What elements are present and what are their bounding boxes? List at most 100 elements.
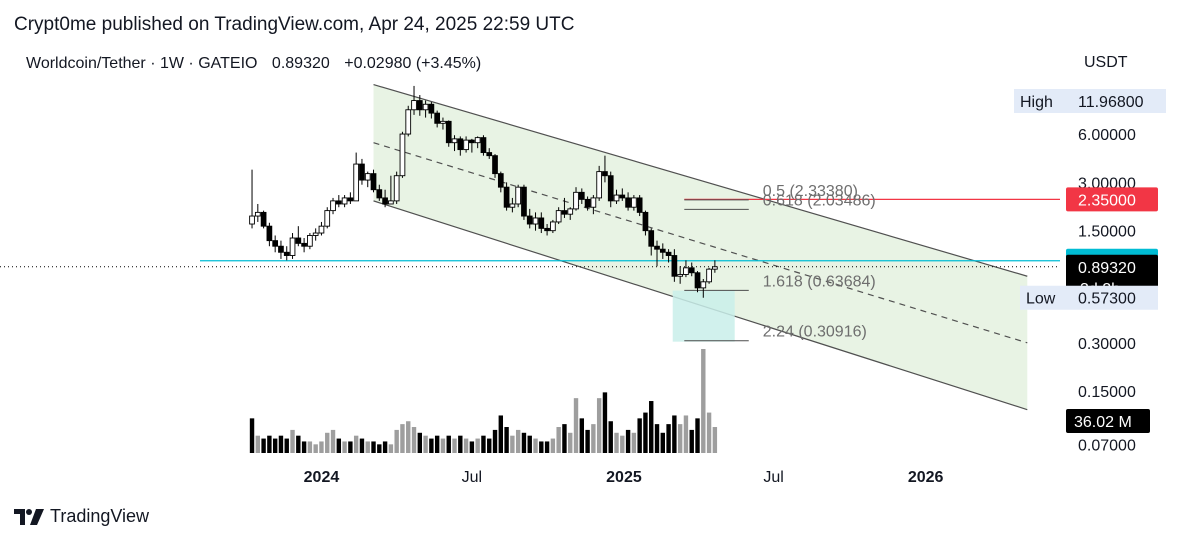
low-value: 0.57300 [1078,291,1136,308]
volume-bar-78 [701,349,706,453]
candle-body-50 [538,217,545,229]
volume-bar-1 [255,435,261,453]
volume-bar-65 [625,429,631,453]
candle-body-65 [625,197,631,208]
x-axis: 2024 Jul 2025 Jul 2026 [304,469,944,486]
volume-bar-27 [406,421,411,453]
volume-bar-23 [382,441,388,453]
volume-bar-49 [533,438,538,453]
volume-bar-55 [568,432,573,453]
volume-bar-61 [602,392,608,453]
channel-fill [373,84,1028,410]
symbol-name[interactable]: Worldcoin/Tether · 1W · GATEIO [26,55,258,72]
candle-body-72 [665,251,672,256]
volume-bar-35 [452,438,457,453]
fib-label-1: 0.618 (2.03486) [763,192,876,209]
volume-bar-57 [579,418,585,453]
candle-body-12 [318,225,325,234]
candle-body-44 [503,186,510,208]
brand-name: TradingView [50,506,150,526]
fib-label-3: 2.24 (0.30916) [763,324,867,341]
descending-channel[interactable] [373,84,1028,411]
volume-bar-47 [521,432,527,453]
volume-bar-66 [631,432,637,453]
x-tick-4: 2026 [908,469,944,486]
candle-body-63 [613,194,620,202]
candle-body-79 [706,268,712,283]
candle-body-10 [307,235,313,247]
volume-bar-3 [267,435,272,453]
candle-body-53 [555,210,562,223]
candle-body-21 [370,173,377,191]
candle-body-4 [272,240,279,247]
volume-bar-58 [585,429,590,453]
price-tag-0-bg [1066,187,1158,212]
candle-body-14 [330,200,336,212]
volume-bar-53 [556,427,561,453]
x-tick-2: 2025 [606,469,642,486]
volume-bar-10 [307,441,313,453]
volume-bar-76 [689,429,694,453]
volume-bar-33 [440,438,446,453]
low-badge-bg [1020,285,1066,310]
volume-bar-80 [712,427,718,453]
candle-body-23 [382,197,388,205]
volume-bar-45 [510,435,515,453]
candle-body-32 [434,112,441,124]
candle-body-80 [712,266,718,270]
y-tick-3: 0.30000 [1078,336,1136,353]
channel-upper-line [373,84,1028,277]
candle-body-54 [561,210,568,215]
volume-bar-26 [400,424,405,453]
volume-bar-39 [475,438,480,453]
volume-bar-59 [591,424,596,453]
candle-body-15 [335,200,342,205]
candle-body-1 [254,211,261,217]
low-badge-label: Low [1026,291,1056,308]
candle-body-24 [388,200,394,205]
candle-body-55 [567,208,574,215]
candle-body-49 [532,217,539,225]
volume-bar-17 [348,441,353,453]
tradingview-logo-icon [14,508,44,525]
candle-body-59 [590,197,597,208]
volume-bar-38 [469,441,475,453]
fib-label-2: 1.618 (0.63684) [763,273,876,290]
candle-body-13 [324,210,331,227]
volume-bar-74 [677,424,683,453]
candle-body-68 [642,211,649,232]
volume-bar-16 [342,441,347,453]
candle-body-60 [596,171,603,199]
footer: TradingView [14,506,149,527]
candle-body-9 [301,242,307,247]
candle-body-43 [497,173,504,188]
volume-bar-25 [394,429,399,453]
target-zone [672,290,735,342]
candle-body-26 [399,133,406,177]
x-tick-1: Jul [462,469,482,486]
volume-bar-41 [487,438,492,453]
volume-bar-52 [550,438,556,453]
volume-bar-13 [325,432,330,453]
candle-body-78 [700,281,707,289]
volume-bar-46 [515,429,521,453]
candle-body-42 [492,155,498,175]
candle-body-66 [631,197,637,208]
x-tick-3: Jul [763,469,783,486]
currency-label[interactable]: USDT [1084,54,1128,71]
x-tick-0: 2024 [304,469,340,486]
volume-bar-2 [261,438,266,453]
candle-body-33 [440,120,446,124]
volume-bar-54 [562,424,567,453]
candle-body-47 [521,186,527,217]
candle-body-39 [474,137,481,144]
candle-body-3 [266,225,273,242]
candle-body-70 [654,245,660,250]
volume-bar-4 [272,438,278,453]
volume-bar-18 [353,435,359,453]
candle-body-45 [509,203,516,208]
volume-bar-43 [498,415,504,453]
volume-bar-75 [683,415,689,453]
volume-bar-69 [649,401,654,453]
